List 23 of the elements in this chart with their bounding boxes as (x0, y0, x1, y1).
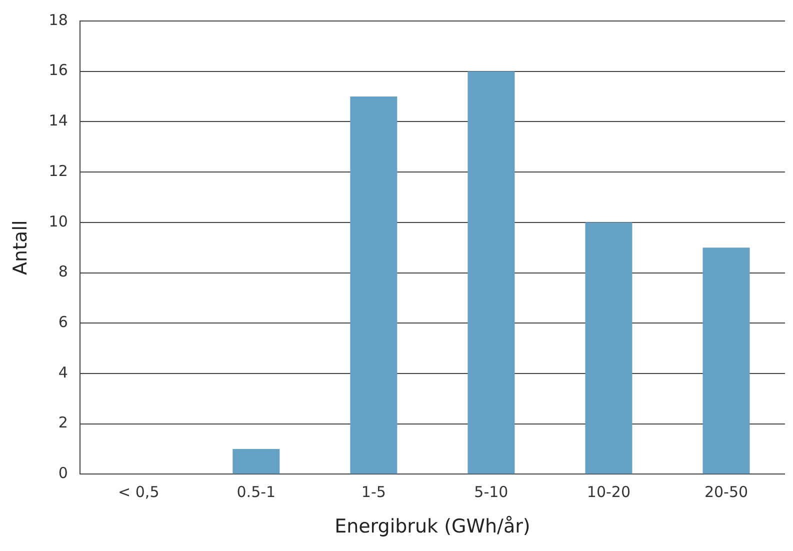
x-tick-label: 1-5 (361, 483, 386, 502)
y-tick-label: 10 (48, 212, 68, 230)
x-axis-title: Energibruk (GWh/år) (334, 516, 530, 538)
y-tick-label: 2 (58, 414, 68, 432)
y-tick-label: 14 (48, 112, 68, 130)
y-axis-title: Antall (9, 220, 32, 275)
x-tick-label: < 0,5 (118, 483, 160, 502)
x-tick-label: 5-10 (474, 483, 508, 502)
y-tick-label: 8 (58, 262, 68, 281)
y-tick-label: 6 (58, 313, 68, 332)
bar (702, 248, 750, 474)
y-tick-label: 4 (58, 363, 68, 382)
bar (585, 222, 632, 474)
x-tick-label: 10-20 (586, 483, 631, 502)
y-tick-label: 16 (48, 61, 68, 80)
x-tick-label: 0.5-1 (236, 483, 276, 502)
y-tick-label: 0 (58, 464, 68, 482)
bar (468, 71, 515, 474)
bar (350, 96, 398, 474)
y-tick-label: 12 (48, 162, 68, 180)
bar (232, 449, 280, 474)
x-tick-label: 20-50 (704, 483, 748, 502)
y-tick-label: 18 (48, 10, 68, 29)
